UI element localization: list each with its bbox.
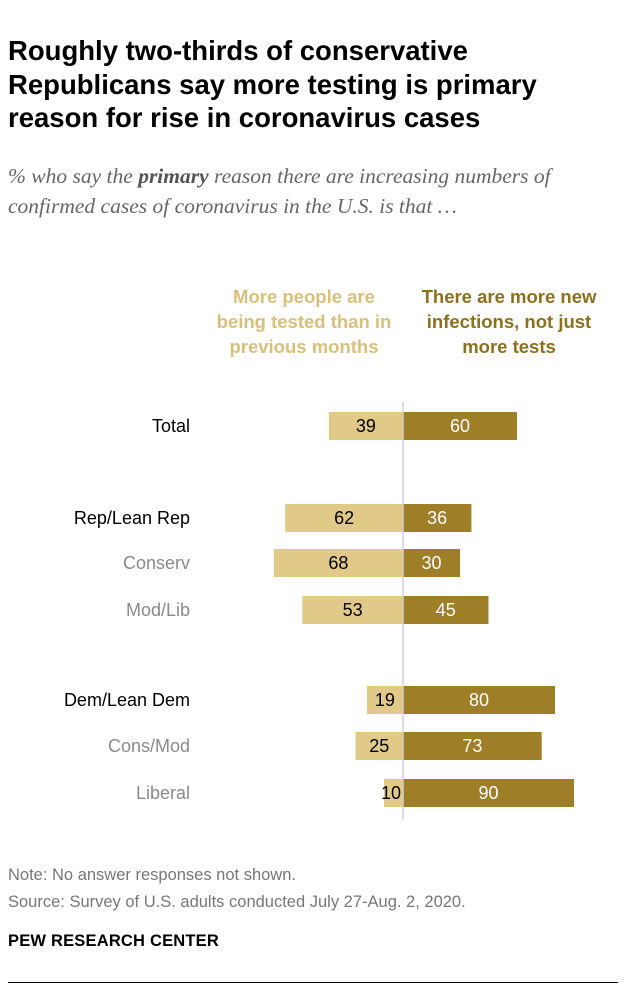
value-tested-total: 39 [356, 416, 376, 436]
bar-infections-conserv [403, 549, 460, 577]
category-label-rep-lean-rep: Rep/Lean Rep [74, 508, 190, 528]
bar-tested-rep-lean-rep [285, 504, 403, 532]
source-text: Source: Survey of U.S. adults conducted … [8, 893, 466, 911]
subtitle-text-end: reason there are increasing numbers of c… [8, 164, 551, 218]
chart-title: Roughly two-thirds of conservative Repub… [8, 35, 537, 133]
legend-more-testing: More people are being tested than in pre… [216, 286, 392, 357]
value-tested-mod-lib: 53 [343, 600, 363, 620]
bar-infections-liberal [403, 779, 574, 807]
bar-tested-conserv [273, 549, 403, 577]
value-infections-total: 60 [450, 416, 470, 436]
subtitle-text-start: % who say the [8, 164, 139, 188]
bar-infections-rep-lean-rep [403, 504, 472, 532]
bar-infections-mod-lib [403, 596, 489, 624]
category-label-liberal: Liberal [136, 783, 190, 803]
category-label-mod-lib: Mod/Lib [126, 600, 190, 620]
bar-tested-total [328, 412, 403, 440]
bar-infections-total [403, 412, 517, 440]
chart-subtitle: % who say the primary reason there are i… [8, 162, 608, 221]
value-infections-rep-lean-rep: 36 [427, 508, 447, 528]
note-text: Note: No answer responses not shown. [8, 866, 296, 884]
pew-research-logo: PEW RESEARCH CENTER [8, 932, 219, 950]
category-label-dem-lean-dem: Dem/Lean Dem [64, 690, 190, 710]
bottom-rule [8, 982, 618, 983]
bar-infections-dem-lean-dem [403, 686, 555, 714]
bar-tested-dem-lean-dem [366, 686, 403, 714]
value-tested-conserv: 68 [328, 553, 348, 573]
bar-tested-cons-mod [355, 732, 403, 760]
diverging-bar-chart: Total 39 60 Rep/Lean Rep 62 36 Conserv 68 30 Mod/… [64, 402, 574, 820]
bar-tested-liberal [384, 779, 403, 807]
category-label-cons-mod: Cons/Mod [108, 736, 190, 756]
value-tested-rep-lean-rep: 62 [334, 508, 354, 528]
value-infections-dem-lean-dem: 80 [469, 690, 489, 710]
value-tested-dem-lean-dem: 19 [375, 690, 395, 710]
value-infections-conserv: 30 [421, 553, 441, 573]
category-label-conserv: Conserv [123, 553, 190, 573]
value-infections-mod-lib: 45 [436, 600, 456, 620]
value-infections-cons-mod: 73 [462, 736, 482, 756]
bar-infections-cons-mod [403, 732, 542, 760]
value-infections-liberal: 90 [478, 783, 498, 803]
value-tested-cons-mod: 25 [369, 736, 389, 756]
subtitle-emphasis: primary [138, 164, 209, 188]
category-label-total: Total [152, 416, 190, 436]
legend-new-infections: There are more new infections, not just … [421, 286, 597, 357]
value-tested-liberal: 10 [381, 783, 401, 803]
bar-tested-mod-lib [302, 596, 403, 624]
